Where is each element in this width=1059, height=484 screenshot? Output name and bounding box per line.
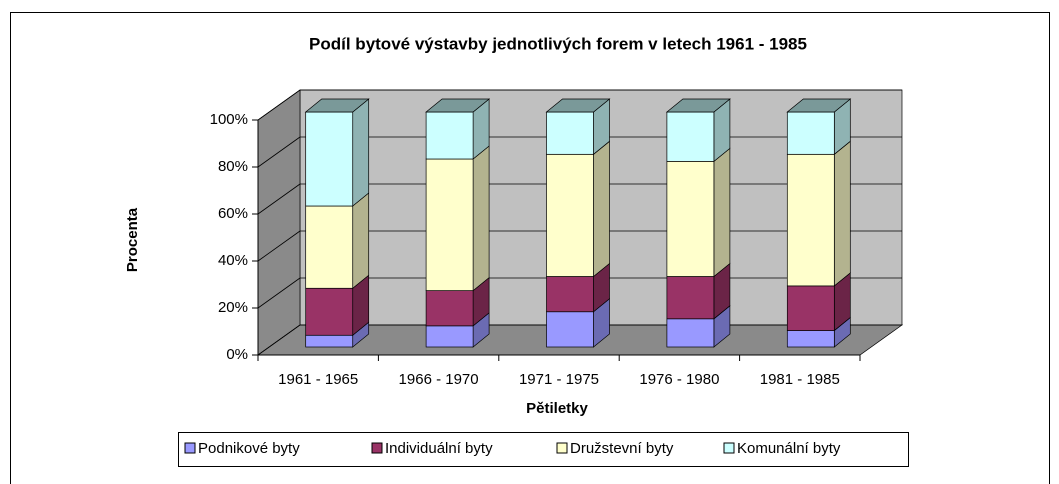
bar-side <box>713 147 731 278</box>
bar-top <box>545 98 611 113</box>
legend-swatch <box>371 442 383 454</box>
legend-swatch <box>556 442 568 454</box>
x-tick-label: 1976 - 1980 <box>639 371 719 388</box>
bar <box>786 153 835 287</box>
legend-label: Podnikové byty <box>198 440 300 457</box>
grid-line <box>257 136 301 168</box>
y-tick-label: 40% <box>218 252 248 269</box>
bar <box>546 153 594 277</box>
x-tick-label: 1971 - 1975 <box>519 371 599 388</box>
y-tick-label: 60% <box>218 205 248 222</box>
legend-label: Komunální byty <box>737 440 841 457</box>
y-axis-title: Procenta <box>124 207 141 272</box>
side-wall <box>257 89 301 356</box>
grid-line <box>257 183 301 215</box>
bar <box>425 290 474 327</box>
bar-side <box>352 192 370 289</box>
bar <box>546 311 594 348</box>
bar <box>305 111 354 207</box>
legend-label: Individuální byty <box>385 440 493 457</box>
bar-side <box>352 98 370 207</box>
grid-line <box>257 230 301 262</box>
legend-swatch <box>723 442 735 454</box>
bar-side <box>833 140 851 287</box>
bar <box>305 334 354 348</box>
bar <box>305 287 354 336</box>
y-tick-label: 80% <box>218 158 248 175</box>
bar-top <box>786 98 852 113</box>
legend-swatch <box>184 442 196 454</box>
y-tick-label: 0% <box>226 346 248 363</box>
y-tick-label: 20% <box>218 299 248 316</box>
grid-line <box>257 324 301 356</box>
grid-line <box>257 89 301 121</box>
bar-side <box>593 140 610 278</box>
legend <box>178 432 909 467</box>
bar-top <box>665 98 731 113</box>
bar <box>305 205 354 289</box>
bar <box>546 111 594 155</box>
y-tick-label: 100% <box>210 111 248 128</box>
bar <box>666 318 715 348</box>
bar <box>786 285 835 331</box>
bar <box>666 161 715 277</box>
bar <box>786 111 835 155</box>
grid-line <box>257 277 301 309</box>
bar <box>425 325 474 348</box>
bar <box>786 330 835 348</box>
x-tick-label: 1966 - 1970 <box>399 371 479 388</box>
bar <box>546 276 594 313</box>
x-tick-label: 1981 - 1985 <box>760 371 840 388</box>
bar-top <box>425 98 491 113</box>
x-axis-title: Pětiletky <box>526 400 588 417</box>
bar-side <box>472 145 490 292</box>
bar <box>666 276 715 320</box>
bar <box>666 111 715 162</box>
bar-top <box>304 98 370 113</box>
x-tick-label: 1961 - 1965 <box>278 371 358 388</box>
chart-title: Podíl bytové výstavby jednotlivých forem… <box>309 34 807 53</box>
legend-label: Družstevní byty <box>570 440 674 457</box>
bar <box>425 111 474 160</box>
bar <box>425 158 474 291</box>
